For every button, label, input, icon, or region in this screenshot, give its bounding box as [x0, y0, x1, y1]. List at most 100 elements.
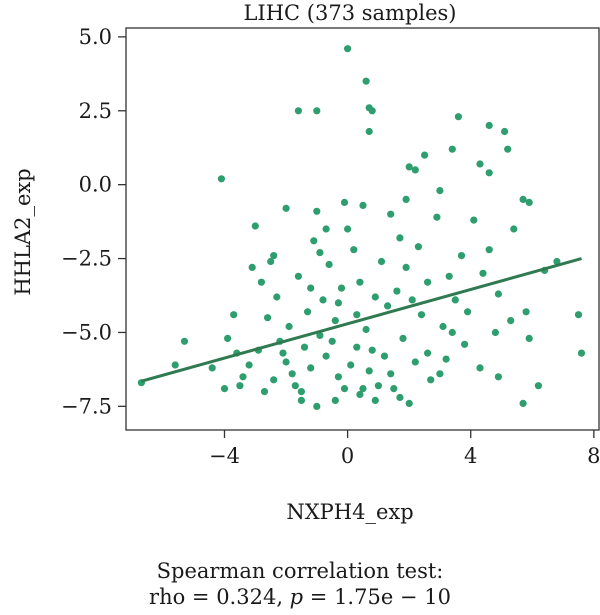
data-point: [300, 343, 309, 351]
data-point: [359, 201, 367, 209]
data-point: [405, 163, 413, 171]
data-point: [331, 317, 339, 325]
data-point: [461, 340, 469, 348]
data-point: [344, 225, 352, 233]
regression-line: [140, 257, 582, 383]
data-point: [362, 77, 370, 85]
data-point: [424, 278, 432, 286]
data-point: [399, 334, 407, 342]
data-point: [365, 127, 373, 136]
data-point: [448, 145, 456, 153]
x-tick-label: 4: [464, 444, 477, 468]
data-point: [294, 272, 302, 280]
data-point: [356, 390, 364, 399]
data-point: [454, 113, 462, 121]
data-point: [350, 246, 358, 254]
data-point: [436, 370, 444, 378]
data-point: [236, 382, 244, 390]
chart-title: LIHC (373 samples): [243, 1, 456, 25]
y-axis: 5.0 2.5 0.0 −2.5 −5.0 −7.5: [61, 25, 126, 418]
data-point: [485, 246, 493, 254]
y-tick-label: −5.0: [61, 320, 112, 344]
data-point: [411, 166, 419, 174]
data-point: [411, 358, 419, 366]
data-point: [270, 252, 278, 260]
data-point: [414, 243, 422, 251]
data-point: [171, 361, 179, 369]
data-point: [553, 257, 561, 266]
data-point: [387, 210, 395, 218]
data-point: [436, 187, 444, 195]
data-point: [476, 364, 484, 372]
data-point: [224, 334, 232, 342]
data-point: [313, 107, 321, 115]
data-point: [522, 308, 530, 316]
y-tick-label: −7.5: [61, 394, 112, 418]
data-point: [322, 352, 330, 360]
data-point: [408, 296, 416, 304]
plot-frame: [125, 27, 600, 431]
data-point: [393, 287, 401, 295]
data-point: [319, 296, 327, 304]
data-point: [390, 385, 398, 393]
data-point: [347, 361, 355, 369]
data-point: [230, 311, 238, 319]
data-point: [405, 399, 413, 407]
data-point: [273, 293, 281, 301]
data-point: [485, 169, 493, 177]
data-point: [344, 45, 352, 53]
data-point: [476, 160, 484, 168]
data-point: [525, 198, 533, 206]
scatter-chart: LIHC (373 samples) −4 0 4 8 5.0 2.5 0.0 −2.5 −5…: [11, 1, 600, 524]
data-point: [501, 127, 509, 136]
data-point: [451, 296, 459, 304]
data-point: [424, 349, 432, 357]
data-point: [427, 376, 435, 384]
data-point: [334, 299, 342, 307]
data-point: [479, 269, 487, 277]
data-point: [525, 334, 533, 342]
data-point: [433, 213, 441, 221]
data-point: [442, 355, 450, 363]
data-point: [257, 278, 265, 286]
p-value-text: = 1.75e − 10: [303, 585, 451, 609]
y-tick-label: 2.5: [79, 99, 112, 123]
data-point: [485, 121, 493, 130]
x-axis: −4 0 4 8: [209, 430, 600, 468]
data-point: [310, 237, 318, 245]
data-point: [457, 252, 466, 260]
data-point: [239, 373, 247, 381]
data-point: [374, 382, 382, 390]
data-point: [291, 382, 299, 390]
data-point: [316, 331, 324, 339]
data-point: [396, 393, 404, 402]
rho-text: rho = 0.324,: [149, 585, 290, 609]
data-point: [421, 151, 429, 159]
data-point: [294, 107, 302, 115]
data-point: [279, 349, 287, 357]
data-point: [402, 263, 410, 271]
data-point: [248, 263, 256, 271]
data-point: [371, 396, 379, 404]
data-point: [507, 317, 515, 325]
data-point: [328, 337, 336, 345]
data-point: [519, 399, 527, 407]
data-point: [217, 175, 225, 183]
x-tick-label: −4: [209, 444, 240, 468]
data-point: [519, 195, 527, 203]
data-point: [316, 249, 324, 257]
data-point: [285, 322, 293, 331]
data-point: [304, 308, 312, 316]
data-point: [325, 260, 333, 269]
data-point: [180, 337, 189, 345]
y-axis-label: HHLA2_exp: [11, 168, 35, 295]
data-point: [282, 204, 290, 212]
data-point: [359, 385, 367, 393]
data-point: [439, 322, 447, 331]
y-tick-label: −2.5: [61, 247, 112, 271]
data-point: [334, 373, 342, 381]
data-point: [340, 385, 349, 393]
data-point: [362, 325, 370, 334]
data-point: [574, 311, 583, 319]
data-point: [365, 104, 373, 112]
